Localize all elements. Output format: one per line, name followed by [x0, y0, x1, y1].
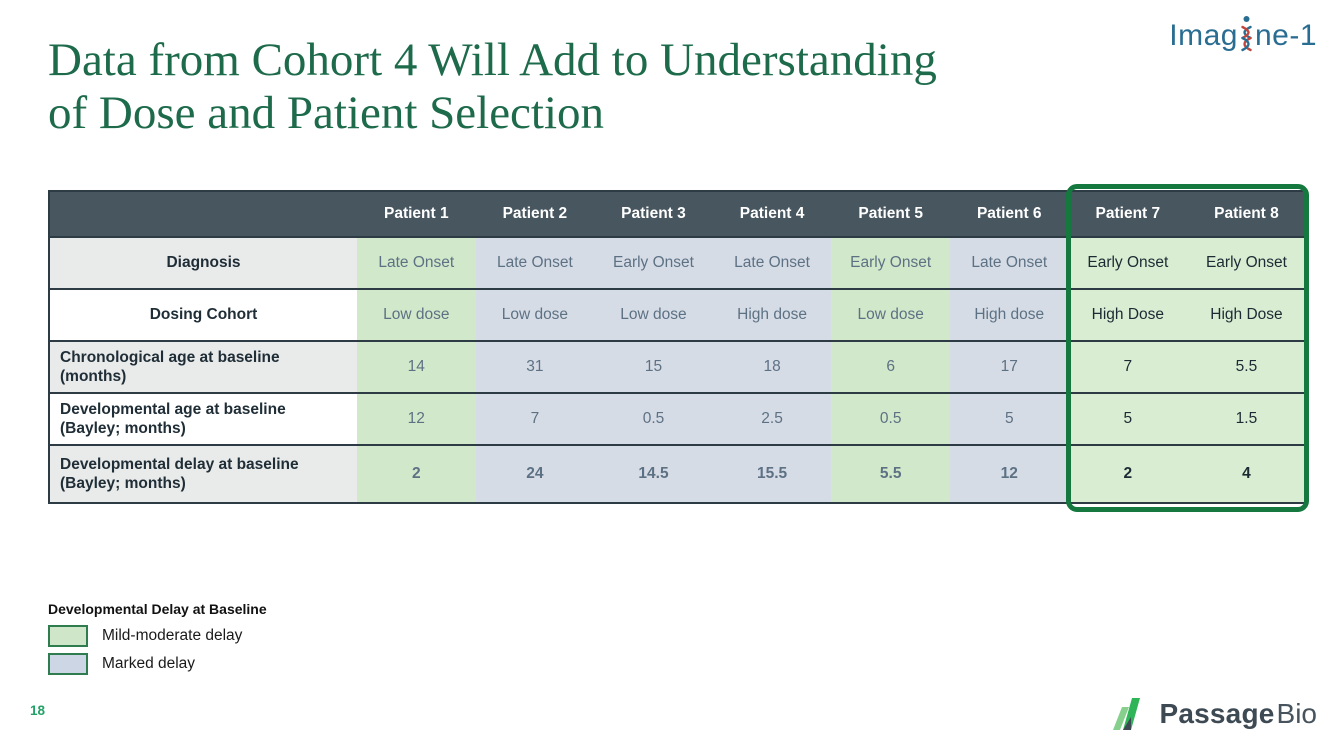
slide-title-line2: of Dose and Patient Selection [48, 87, 605, 140]
cell-diagnosis-p2: Late Onset [475, 238, 595, 290]
legend-item-mild: Mild-moderate delay [48, 625, 267, 647]
table-header-patient-5: Patient 5 [831, 192, 950, 238]
cell-chron-age-p5: 6 [831, 342, 950, 394]
cell-diagnosis-p4: Late Onset [712, 238, 832, 290]
table-header-patient-3: Patient 3 [594, 192, 713, 238]
legend-item-marked: Marked delay [48, 653, 267, 675]
cell-dev-delay-p1: 2 [357, 446, 476, 502]
cell-dev-delay-p5: 5.5 [831, 446, 950, 502]
legend-label-marked: Marked delay [102, 655, 196, 672]
cell-diagnosis-p7: Early Onset [1068, 238, 1188, 290]
slide-title: Data from Cohort 4 Will Add to Understan… [48, 34, 1168, 140]
cell-chron-age-p3: 15 [594, 342, 713, 394]
cell-dev-delay-p8: 4 [1187, 446, 1306, 502]
cell-dev-age-p3: 0.5 [594, 394, 713, 446]
page-number: 18 [30, 703, 46, 718]
cell-chron-age-p2: 31 [475, 342, 595, 394]
table-header-patient-6: Patient 6 [949, 192, 1069, 238]
row-label-dosing-cohort: Dosing Cohort [50, 290, 357, 342]
table-header-empty [50, 192, 357, 238]
cell-chron-age-p7: 7 [1068, 342, 1188, 394]
legend-label-mild: Mild-moderate delay [102, 627, 243, 644]
imagine-1-logo: Imag ne-1 [1169, 14, 1317, 53]
cell-dev-age-p4: 2.5 [712, 394, 832, 446]
cell-dev-age-p7: 5 [1068, 394, 1188, 446]
cell-dosing-p4: High dose [712, 290, 832, 342]
row-label-developmental-age: Developmental age at baseline (Bayley; m… [50, 394, 357, 446]
table-header-patient-4: Patient 4 [712, 192, 832, 238]
dna-helix-icon [1241, 16, 1252, 52]
imagine-logo-text-left: Imag [1169, 19, 1238, 52]
row-label-diagnosis: Diagnosis [50, 238, 357, 290]
cell-diagnosis-p1: Late Onset [357, 238, 476, 290]
cell-diagnosis-p8: Early Onset [1187, 238, 1306, 290]
table-header-patient-2: Patient 2 [475, 192, 595, 238]
row-label-chronological-age: Chronological age at baseline (months) [50, 342, 357, 394]
cell-chron-age-p1: 14 [357, 342, 476, 394]
cell-diagnosis-p3: Early Onset [594, 238, 713, 290]
cell-dosing-p6: High dose [949, 290, 1069, 342]
passage-bio-wordmark-bold: Passage [1159, 698, 1275, 729]
mild-moderate-swatch [48, 625, 88, 647]
cell-dosing-p2: Low dose [475, 290, 595, 342]
slide-title-line1: Data from Cohort 4 Will Add to Understan… [48, 34, 937, 86]
legend: Developmental Delay at Baseline Mild-mod… [48, 601, 267, 681]
cell-diagnosis-p6: Late Onset [949, 238, 1069, 290]
cell-dev-delay-p6: 12 [949, 446, 1069, 502]
cell-dev-age-p8: 1.5 [1187, 394, 1306, 446]
cell-dev-age-p1: 12 [357, 394, 476, 446]
table-header-patient-8: Patient 8 [1187, 192, 1306, 238]
cell-dev-age-p2: 7 [475, 394, 595, 446]
passage-bio-mark-icon [1113, 698, 1141, 730]
cell-dosing-p3: Low dose [594, 290, 713, 342]
cell-chron-age-p4: 18 [712, 342, 832, 394]
cell-dev-age-p5: 0.5 [831, 394, 950, 446]
patient-data-table: Patient 1 Patient 2 Patient 3 Patient 4 … [48, 190, 1308, 504]
passage-bio-logo: Passage Bio [1111, 694, 1317, 734]
table-header-patient-1: Patient 1 [357, 192, 476, 238]
row-label-developmental-delay: Developmental delay at baseline (Bayley;… [50, 446, 357, 502]
cell-dev-age-p6: 5 [949, 394, 1069, 446]
cell-dosing-p5: Low dose [831, 290, 950, 342]
marked-swatch [48, 653, 88, 675]
cell-dosing-p1: Low dose [357, 290, 476, 342]
cell-chron-age-p6: 17 [949, 342, 1069, 394]
cell-dev-delay-p2: 24 [475, 446, 595, 502]
cell-dev-delay-p3: 14.5 [594, 446, 713, 502]
cell-chron-age-p8: 5.5 [1187, 342, 1306, 394]
cell-dosing-p8: High Dose [1187, 290, 1306, 342]
legend-title: Developmental Delay at Baseline [48, 601, 267, 617]
cell-dosing-p7: High Dose [1068, 290, 1188, 342]
passage-bio-wordmark-light: Bio [1276, 698, 1317, 729]
cell-diagnosis-p5: Early Onset [831, 238, 950, 290]
imagine-logo-text-right: ne-1 [1254, 19, 1317, 52]
table-header-patient-7: Patient 7 [1068, 192, 1188, 238]
cell-dev-delay-p4: 15.5 [712, 446, 832, 502]
cell-dev-delay-p7: 2 [1068, 446, 1188, 502]
